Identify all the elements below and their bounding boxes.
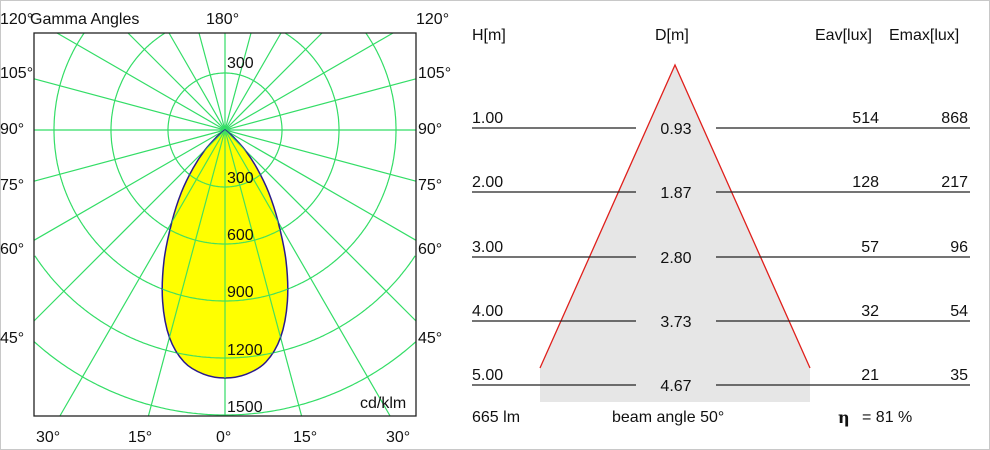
grid-spoke (162, 130, 226, 378)
table-row: 4.00 3.73 32 54 (472, 303, 970, 331)
angle-label-bottom: 15° (293, 429, 317, 446)
eav-value: 57 (861, 239, 879, 256)
emax-value: 54 (950, 303, 968, 320)
angle-label-bottom: 0° (216, 429, 231, 446)
illuminance-cone: H[m] D[m] Eav[lux] Emax[lux] 1.00 0.93 514… (472, 27, 970, 427)
cone-fill (540, 65, 810, 368)
luminous-flux: 665 lm (472, 409, 520, 426)
grid-ring (162, 255, 288, 359)
table-row: 2.00 1.87 128 217 (472, 174, 970, 202)
grid-spoke (224, 129, 417, 241)
diameter-value: 2.80 (660, 250, 691, 267)
grid-ring (33, 341, 417, 416)
height-value: 3.00 (472, 239, 503, 256)
grid-spoke (224, 130, 288, 378)
radial-label: 600 (227, 227, 254, 244)
radial-label: 300 (227, 55, 254, 72)
efficiency-symbol: η (838, 408, 850, 427)
angle-label-left: 90° (0, 121, 24, 138)
diameter-value: 0.93 (660, 121, 691, 138)
grid-spoke (162, 130, 226, 378)
plot-border (33, 32, 417, 417)
grid-ring (162, 130, 288, 302)
grid-spoke (224, 129, 417, 182)
emax-value: 96 (950, 239, 968, 256)
angle-label-top-left: 120° (0, 11, 33, 28)
emax-value: 217 (941, 174, 968, 191)
grid-spoke (224, 32, 394, 131)
diameter-value: 4.67 (660, 378, 691, 395)
height-value: 2.00 (472, 174, 503, 191)
angle-label-bottom: 30° (386, 429, 410, 446)
angle-label-left: 60° (0, 241, 24, 258)
angle-label-right: 45° (418, 330, 442, 347)
header-diameter: D[m] (655, 27, 689, 44)
diameter-value: 3.73 (660, 314, 691, 331)
grid-spoke (224, 32, 252, 131)
radial-label: 1500 (227, 399, 263, 416)
angle-label-top-right: 120° (416, 11, 449, 28)
grid-spoke (33, 78, 226, 131)
eav-value: 514 (852, 110, 879, 127)
beam-angle: beam angle 50° (612, 409, 724, 426)
polar-chart: 120° Gamma Angles 180° 120° 105° 105° 90° 9… (0, 11, 451, 446)
eav-value: 21 (861, 367, 879, 384)
grid-spoke (33, 129, 226, 182)
angle-label-right: 90° (418, 121, 442, 138)
grid-spoke (33, 129, 226, 322)
emax-value: 35 (950, 367, 968, 384)
eav-value: 32 (861, 303, 879, 320)
grid-ring (162, 130, 288, 245)
angle-label-bottom: 30° (36, 429, 60, 446)
grid-spoke (127, 32, 226, 131)
table-row: 5.00 4.67 21 35 (472, 367, 970, 395)
angle-label-left: 105° (0, 65, 33, 82)
angle-label-left: 75° (0, 177, 24, 194)
diameter-value: 1.87 (660, 185, 691, 202)
angle-label-bottom: 15° (128, 429, 152, 446)
height-value: 4.00 (472, 303, 503, 320)
height-value: 1.00 (472, 110, 503, 127)
grid-spoke (224, 32, 323, 131)
cone-edge (539, 63, 811, 369)
radial-label: 900 (227, 284, 254, 301)
chart-title: Gamma Angles (30, 11, 139, 28)
unit-label: cd/klm (360, 395, 406, 412)
grid-spoke (224, 129, 417, 322)
angle-label-left: 45° (0, 330, 24, 347)
radial-label: 1200 (227, 342, 263, 359)
header-eav: Eav[lux] (815, 27, 872, 44)
height-value: 5.00 (472, 367, 503, 384)
table-row: 1.00 0.93 514 868 (472, 110, 970, 138)
angle-label-right: 60° (418, 241, 442, 258)
angle-label-top-center: 180° (206, 11, 239, 28)
emax-value: 868 (941, 110, 968, 127)
angle-label-right: 105° (418, 65, 451, 82)
efficiency-value: = 81 % (862, 409, 912, 426)
header-height: H[m] (472, 27, 506, 44)
eav-value: 128 (852, 174, 879, 191)
grid-spoke (224, 78, 417, 131)
radial-label: 300 (227, 170, 254, 187)
header-emax: Emax[lux] (889, 27, 959, 44)
grid-spoke (224, 130, 288, 378)
grid-spoke (198, 32, 226, 131)
grid-spoke (224, 32, 282, 131)
grid-spoke (168, 32, 226, 131)
angle-label-right: 75° (418, 177, 442, 194)
grid-spoke (33, 129, 226, 241)
table-row: 3.00 2.80 57 96 (472, 239, 970, 267)
grid-spoke (56, 32, 226, 131)
